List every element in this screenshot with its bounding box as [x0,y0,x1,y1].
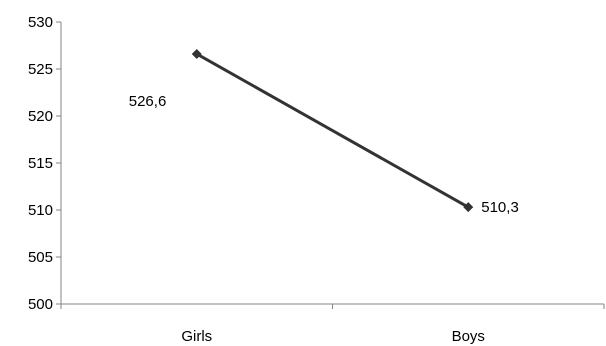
data-label: 510,3 [481,199,519,216]
data-point-marker [191,48,202,59]
data-label: 526,6 [129,93,167,110]
y-axis-ticks: 500 505 510 515 520 525 530 [28,14,61,313]
x-category-label: Boys [452,328,485,345]
series-group [191,48,474,213]
y-tick-label: 500 [28,296,53,313]
y-tick-label: 505 [28,249,53,266]
chart-axes [60,22,604,305]
data-labels: 526,6 510,3 [129,93,519,216]
series-line [196,52,469,209]
y-tick-label: 515 [28,155,53,172]
x-category-label: Girls [181,328,212,345]
y-tick-label: 530 [28,14,53,31]
x-axis-categories: Girls Boys [60,304,605,345]
data-point-marker [463,202,474,213]
y-tick-label: 520 [28,108,53,125]
y-tick-label: 510 [28,202,53,219]
y-tick-label: 525 [28,61,53,78]
